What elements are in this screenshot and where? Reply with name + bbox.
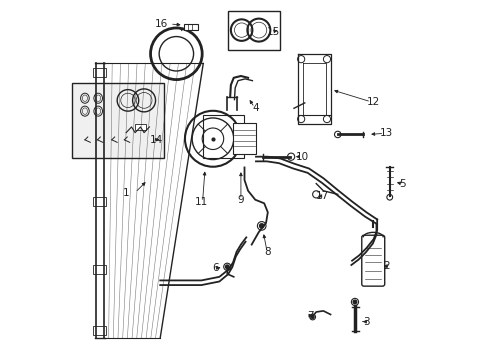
Circle shape xyxy=(310,316,313,319)
Text: 2: 2 xyxy=(382,261,388,271)
Text: 16: 16 xyxy=(154,19,167,29)
Text: 10: 10 xyxy=(295,152,308,162)
Circle shape xyxy=(225,265,228,269)
Text: 3: 3 xyxy=(363,317,369,327)
Text: 9: 9 xyxy=(237,195,244,205)
Text: 1: 1 xyxy=(122,188,129,198)
Text: 17: 17 xyxy=(315,191,328,201)
Text: 14: 14 xyxy=(150,135,163,145)
Bar xyxy=(93,133,105,141)
Text: 15: 15 xyxy=(267,27,280,36)
Text: 12: 12 xyxy=(366,97,380,107)
Bar xyxy=(93,68,105,77)
Text: 8: 8 xyxy=(263,247,270,257)
Circle shape xyxy=(259,224,264,228)
Bar xyxy=(72,83,163,158)
Text: 11: 11 xyxy=(194,197,208,207)
Bar xyxy=(93,326,105,335)
Bar xyxy=(203,115,244,158)
Bar xyxy=(93,265,105,274)
Bar xyxy=(93,197,105,206)
Circle shape xyxy=(352,300,356,304)
FancyBboxPatch shape xyxy=(361,235,384,286)
Text: 7: 7 xyxy=(307,311,313,320)
Text: 13: 13 xyxy=(379,129,392,138)
Text: 5: 5 xyxy=(398,179,405,189)
Text: 6: 6 xyxy=(211,263,218,273)
Bar xyxy=(135,125,145,130)
Bar xyxy=(183,24,198,31)
Bar xyxy=(232,123,255,154)
Bar xyxy=(228,11,280,50)
Text: 4: 4 xyxy=(251,103,258,113)
